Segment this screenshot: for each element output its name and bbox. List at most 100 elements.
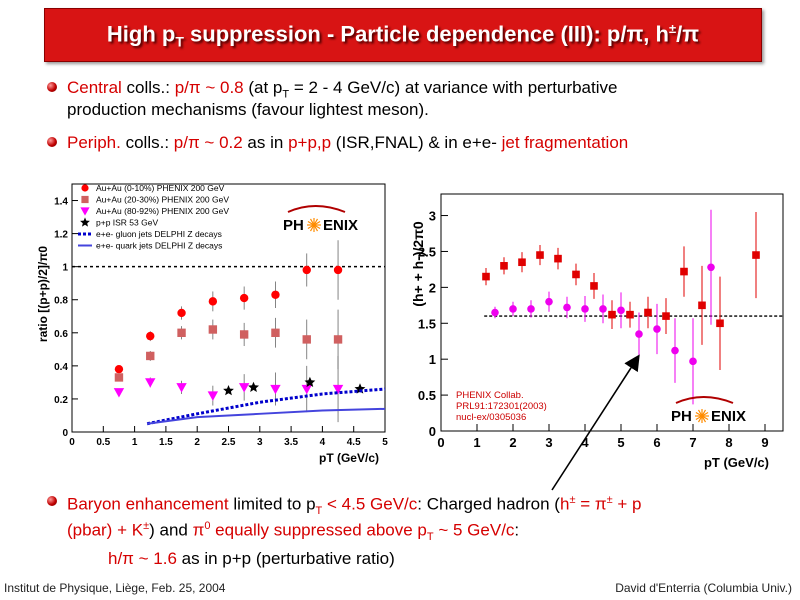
y-tick-label: 0 — [62, 428, 68, 439]
x-tick-label: 5 — [617, 435, 624, 450]
x-tick-label: 1 — [132, 437, 138, 448]
title-part: suppression - Particle dependence (III):… — [183, 20, 669, 46]
data-point — [572, 270, 580, 279]
pointer-arrow — [551, 354, 640, 491]
y-tick-label: 2.5 — [418, 244, 436, 259]
logo-arc — [675, 396, 734, 404]
footer-left: Institut de Physique, Liège, Feb. 25, 20… — [4, 581, 226, 595]
x-tick-label: 8 — [725, 435, 732, 450]
data-point — [146, 351, 155, 361]
title-part: /π — [676, 20, 700, 46]
logo-text: PH — [283, 217, 304, 234]
data-point — [581, 305, 589, 313]
data-point — [239, 330, 249, 339]
data-point — [81, 195, 89, 204]
bullet-baryon-line2: (pbar) + K±) and π0 equally suppressed a… — [67, 516, 519, 548]
x-tick-label: 4 — [320, 437, 326, 448]
logo-ray — [701, 411, 709, 417]
data-point — [509, 305, 517, 313]
y-tick-label: 3 — [429, 209, 436, 224]
x-tick-label: 3 — [545, 435, 552, 450]
text: (at p — [243, 78, 283, 97]
data-point — [208, 325, 218, 334]
data-point — [626, 310, 634, 319]
text: as in — [242, 133, 289, 152]
data-point — [145, 378, 156, 388]
legend-label: Au+Au (0-10%) PHENIX 200 GeV — [96, 183, 225, 193]
logo-arc — [287, 205, 346, 213]
text: colls.: — [121, 78, 175, 97]
superscript: 0 — [204, 520, 211, 532]
pt-threshold: ~ 5 GeV/c — [433, 520, 515, 540]
text: = 2 - 4 GeV/c) at variance with perturba… — [289, 78, 618, 97]
subscript: T — [426, 531, 434, 544]
x-tick-label: 0 — [69, 437, 75, 448]
data-point — [752, 251, 760, 259]
data-point — [270, 384, 281, 395]
x-tick-label: 4 — [581, 435, 589, 450]
x-tick-label: 9 — [761, 435, 768, 450]
y-tick-label: 1.4 — [54, 197, 68, 208]
logo-text: ENIX — [711, 408, 746, 425]
logo-text: PH — [671, 408, 692, 425]
plot-frame — [440, 193, 784, 432]
data-point — [207, 391, 219, 401]
y-tick-label: 0.4 — [54, 362, 68, 373]
legend-label: Au+Au (80-92%) PHENIX 200 GeV — [96, 206, 229, 216]
central-label: Central — [67, 78, 122, 97]
data-point — [223, 385, 234, 396]
x-tick-label: 1 — [473, 435, 480, 450]
data-point — [114, 373, 124, 382]
text: ) and — [149, 520, 193, 540]
y-tick-label: 1 — [62, 263, 68, 274]
data-point — [527, 305, 535, 313]
legend-label: e+e- gluon jets DELPHI Z decays — [96, 229, 222, 239]
data-point — [680, 267, 688, 276]
data-point — [563, 303, 571, 312]
left-chart: 0 0.5 1 1.5 2 2.5 3 3.5 4 4.5 5 0 0.2 0.4 0.6 0.8 1 1.2 1.… — [36, 183, 388, 465]
bullet-icon — [47, 496, 57, 506]
data-point — [238, 383, 250, 393]
bullet-baryon-line3: h/π ~ 1.6 as in p+p (perturbative ratio) — [108, 548, 395, 569]
y-tick-label: 0 — [429, 424, 436, 439]
x-tick-label: 3 — [257, 437, 263, 448]
text: + p — [612, 494, 642, 514]
data-point — [113, 388, 125, 398]
x-tick-label: 2 — [194, 437, 200, 448]
y-tick-label: 0.2 — [54, 395, 68, 406]
central-ratio: p/π ~ 0.8 — [174, 78, 244, 97]
data-point — [545, 297, 553, 306]
text: : Charged hadron ( — [417, 494, 560, 514]
text: (ISR,FNAL) & in e+e- — [331, 133, 502, 152]
data-point — [333, 335, 343, 344]
y-axis-label: ratio [(p+p)/2]/π0 — [36, 246, 50, 343]
annotation-text: nucl-ex/0305036 — [456, 412, 526, 423]
data-point — [81, 184, 89, 192]
x-tick-label: 2 — [509, 435, 516, 450]
phenix-logo: PH ENIX — [671, 396, 746, 425]
data-point — [248, 381, 259, 392]
bullet-icon — [47, 137, 57, 147]
periph-label: Periph. — [67, 133, 121, 152]
data-point — [707, 263, 715, 272]
title-subscript: T — [175, 33, 184, 50]
data-point — [698, 301, 706, 310]
text: as in p+p (perturbative ratio) — [176, 549, 395, 568]
subscript: T — [315, 505, 323, 518]
data-point — [608, 310, 616, 319]
data-point — [301, 384, 312, 395]
data-point — [536, 251, 544, 259]
data-point — [146, 331, 155, 341]
logo-text: ENIX — [323, 217, 358, 234]
data-point — [176, 383, 187, 393]
data-point — [635, 330, 643, 338]
baryon-enhancement: Baryon enhancement — [67, 494, 229, 514]
data-point — [716, 319, 724, 328]
text: : — [514, 520, 520, 540]
pi0: π — [192, 520, 205, 540]
x-tick-label: 3.5 — [284, 437, 298, 448]
x-axis-label: pT (GeV/c) — [704, 455, 769, 470]
y-tick-label: 0.5 — [418, 388, 436, 403]
x-tick-label: 0.5 — [96, 437, 110, 448]
data-point — [208, 297, 218, 306]
